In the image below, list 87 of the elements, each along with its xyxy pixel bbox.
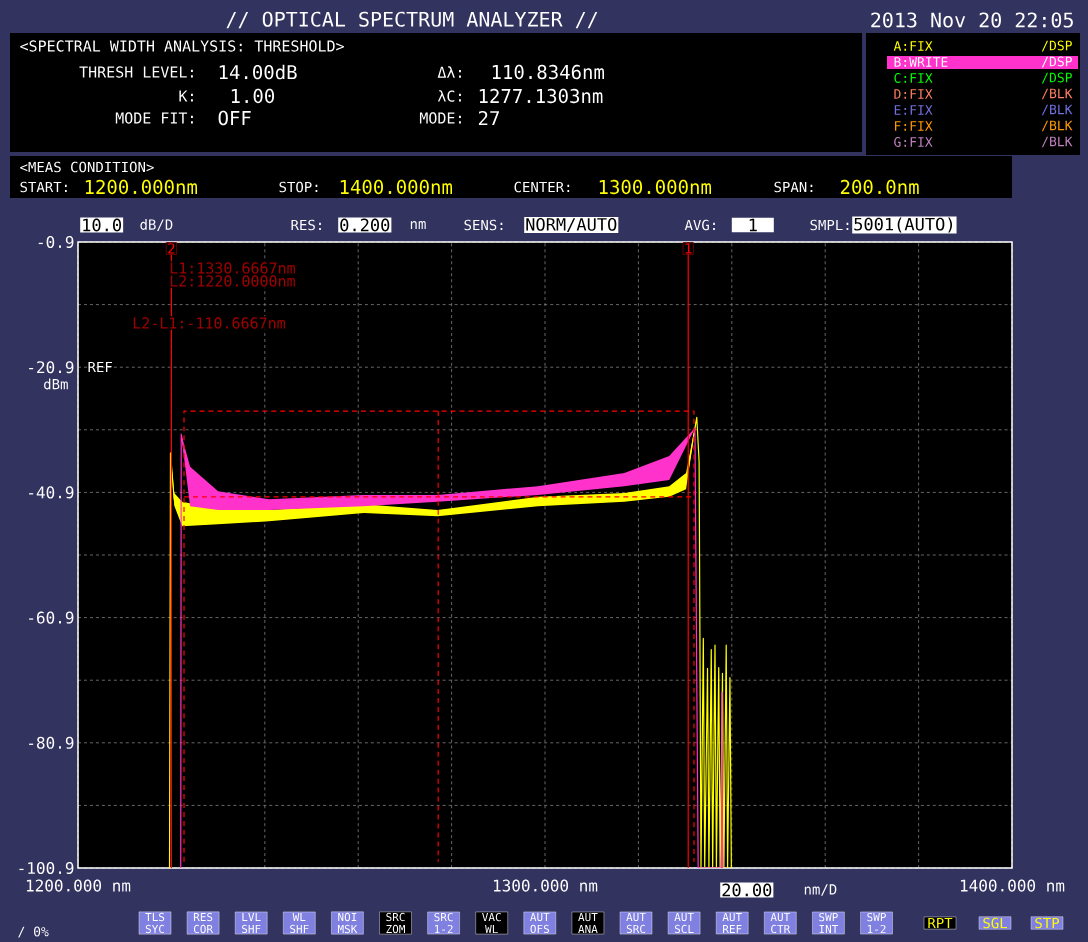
text: 1400.000nm: [340, 179, 452, 195]
text: / 0%: [18, 926, 49, 938]
text: NORM/AUTO: [526, 217, 617, 233]
text: /DSP: [1041, 72, 1072, 84]
text: 20.00: [722, 883, 772, 897]
x-tick-label: 1200.000 nm: [26, 879, 131, 892]
annotation: L2:1220.0000nm: [170, 275, 295, 287]
annotation: 2: [168, 243, 175, 254]
text: RES:: [291, 219, 321, 231]
x-tick-label: 1400.000 nm: [960, 879, 1065, 892]
text: TLS SYC: [145, 912, 165, 934]
text: λC:: [437, 90, 461, 102]
text: B:WRITE: [894, 57, 948, 67]
text: AUT ANA: [578, 913, 598, 934]
text: SPAN:: [774, 181, 813, 193]
text: AUT CTR: [770, 912, 791, 934]
text: /DSP: [1041, 40, 1072, 52]
text: A:FIX: [893, 41, 933, 51]
text: 1200.000nm: [85, 179, 197, 195]
text: /BLK: [1041, 136, 1073, 148]
text: SWP 1-2: [867, 912, 886, 934]
text: <SPECTRAL WIDTH ANALYSIS: THRESHOLD>: [20, 40, 344, 52]
text: OFF: [218, 110, 251, 126]
text: THRESH LEVEL:: [79, 66, 193, 78]
text: /DSP: [1041, 56, 1072, 68]
y-tick-label: -0.9: [38, 235, 74, 249]
text: 10.0: [83, 218, 122, 232]
text: AUT REF: [722, 913, 742, 934]
text: SRC 1-2: [434, 912, 453, 934]
annotation: L1:1330.6667nm: [170, 262, 295, 274]
text: STOP:: [279, 181, 318, 193]
text: /BLK: [1041, 120, 1073, 132]
text: SMPL:: [810, 219, 849, 231]
text: dB/D: [140, 219, 173, 231]
annotation: L2-L1:-110.6667nm: [133, 317, 285, 329]
text: Δλ:: [437, 66, 461, 78]
text: 5001(AUTO): [854, 217, 953, 233]
x-tick-label: 1300.000 nm: [493, 879, 598, 892]
text: 2013 Nov 20 22:05: [871, 12, 1073, 28]
text: MODE:: [419, 112, 461, 124]
text: G:FIX: [894, 137, 933, 147]
text: START:: [20, 181, 67, 193]
text: 27: [478, 110, 499, 126]
text: SGL: [983, 917, 1008, 929]
text: 0.200: [340, 218, 390, 232]
text: 1300.000nm: [599, 179, 711, 195]
y-tick-label: -80.9: [29, 736, 74, 749]
text: AUT SCL: [674, 912, 694, 934]
text: LVL SHF: [242, 912, 261, 934]
text: 14.00dB: [219, 64, 297, 80]
text: 1.00: [231, 88, 275, 104]
text: WL SHF: [290, 912, 309, 934]
annotation: REF: [88, 361, 112, 373]
y-tick-label: -100.9: [19, 861, 74, 875]
text: STP: [1035, 917, 1060, 929]
text: 110.8346nm: [492, 64, 604, 80]
text: nm/D: [804, 884, 837, 896]
text: <MEAS CONDITION>: [20, 161, 154, 173]
text: AUT SRC: [626, 912, 646, 934]
text: 1: [749, 218, 757, 232]
text: /BLK: [1041, 88, 1073, 100]
text: C:FIX: [894, 73, 933, 83]
y-tick-label: -60.9: [29, 611, 74, 624]
text: CENTER:: [514, 181, 570, 193]
text: AVG:: [684, 219, 715, 231]
text: RES COR: [193, 912, 214, 934]
y-tick-label: -40.9: [29, 486, 74, 499]
text: NOI MSK: [337, 912, 358, 934]
text: RPT: [928, 917, 953, 929]
text: D:FIX: [894, 89, 933, 99]
text: F:FIX: [895, 121, 933, 131]
text: AUT OFS: [530, 912, 550, 934]
text: dBm: [44, 378, 68, 390]
annotation: 1: [685, 243, 692, 254]
text: SRC ZOM: [386, 912, 405, 934]
text: K:: [179, 90, 193, 102]
text: SENS:: [464, 219, 503, 231]
text: VAC WL: [482, 912, 501, 934]
y-tick-label: -20.9: [29, 361, 74, 374]
text: // OPTICAL SPECTRUM ANALYZER //: [226, 11, 598, 29]
text: SWP INT: [819, 912, 839, 934]
text: /BLK: [1041, 104, 1073, 116]
text: 1277.1303nm: [479, 88, 603, 104]
text: MODE FIT:: [115, 112, 193, 124]
text: 200.0nm: [840, 179, 919, 195]
text: nm: [410, 221, 426, 229]
text: E:FIX: [894, 105, 933, 115]
